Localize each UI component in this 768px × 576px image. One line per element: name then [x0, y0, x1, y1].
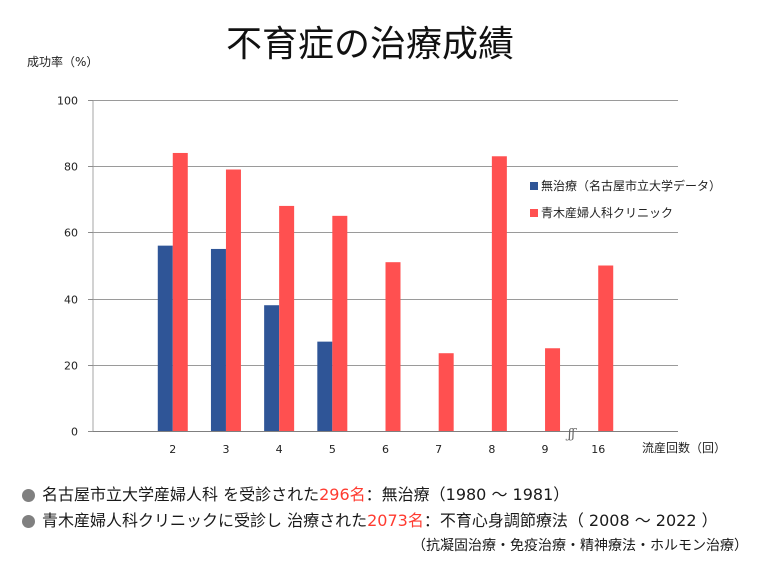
note-lead: 青木産婦人科クリニックに受診し 治療された — [42, 511, 368, 530]
bar-chart: 0 20 40 60 80 100 2 3 4 5 6 7 8 9 16 ʃʃ — [57, 95, 678, 457]
bars — [157, 152, 614, 431]
x-tick-label: 16 — [591, 443, 605, 456]
note-text: 名古屋市立大学産婦人科 を受診された296名：無治療（1980 ～ 1981） — [42, 485, 569, 505]
bar-aoki-clinic-6 — [385, 262, 401, 431]
treatment-list: （抗凝固治療・免疫治療・精神療法・ホルモン治療） — [412, 538, 748, 554]
legend-label-aoki-clinic: 青木産婦人科クリニック — [541, 206, 674, 220]
tick-labels: 0 20 40 60 80 100 2 3 4 5 6 7 8 9 16 — [57, 95, 605, 457]
bullet-dot-icon — [22, 515, 35, 528]
note-text: 青木産婦人科クリニックに受診し 治療された2073名：不育心身調節療法（ 200… — [42, 511, 718, 531]
x-tick-label: 6 — [382, 443, 389, 456]
note-rest: ：不育心身調節療法（ 2008 ～ 2022 ） — [423, 511, 718, 530]
x-tick-label: 3 — [222, 443, 229, 456]
legend-swatch-untreated — [530, 182, 538, 190]
bullet-dot-icon — [22, 489, 35, 502]
note-lead: 名古屋市立大学産婦人科 を受診された — [42, 485, 320, 504]
bar-aoki-clinic-5 — [332, 215, 348, 431]
note-untreated: 名古屋市立大学産婦人科 を受診された296名：無治療（1980 ～ 1981） — [22, 485, 752, 505]
bar-untreated-5 — [317, 341, 333, 431]
y-axis-label: 成功率（%） — [27, 55, 99, 69]
x-axis-label: 流産回数（回） — [642, 441, 727, 455]
y-tick-label: 60 — [64, 227, 78, 240]
bar-aoki-clinic-9 — [545, 348, 561, 431]
note-count-highlight: 296名 — [319, 485, 366, 504]
legend-swatch-aoki-clinic — [530, 209, 538, 217]
bar-untreated-3 — [210, 248, 226, 431]
x-tick-label: 7 — [435, 443, 442, 456]
y-tick-label: 40 — [64, 294, 78, 307]
legend-label-untreated: 無治療（名古屋市立大学データ） — [541, 179, 722, 193]
bar-untreated-4 — [264, 305, 280, 431]
bar-aoki-clinic-8 — [491, 156, 507, 431]
bar-aoki-clinic-16 — [598, 265, 614, 431]
y-tick-label: 20 — [64, 360, 78, 373]
y-tick-label: 0 — [71, 426, 78, 439]
bar-aoki-clinic-3 — [225, 169, 241, 431]
bar-aoki-clinic-4 — [279, 205, 295, 431]
legend-item-aoki-clinic: 青木産婦人科クリニック — [530, 206, 740, 220]
note-rest: ：無治療（1980 ～ 1981） — [365, 485, 570, 504]
bar-untreated-2 — [157, 245, 173, 431]
note-count-highlight: 2073名 — [367, 511, 424, 530]
x-tick-label: 8 — [488, 443, 495, 456]
x-tick-label: 2 — [169, 443, 176, 456]
y-tick-label: 80 — [64, 161, 78, 174]
bar-aoki-clinic-2 — [172, 152, 188, 431]
axis-break-mark: ʃʃ — [565, 427, 578, 442]
legend-item-untreated: 無治療（名古屋市立大学データ） — [530, 179, 740, 193]
x-tick-label: 5 — [329, 443, 336, 456]
note-treated: 青木産婦人科クリニックに受診し 治療された2073名：不育心身調節療法（ 200… — [22, 511, 752, 531]
x-tick-label: 4 — [276, 443, 283, 456]
chart-title: 不育症の治療成績 — [226, 24, 515, 65]
y-tick-label: 100 — [57, 95, 78, 108]
bar-aoki-clinic-7 — [438, 353, 454, 431]
x-tick-label: 9 — [542, 443, 549, 456]
